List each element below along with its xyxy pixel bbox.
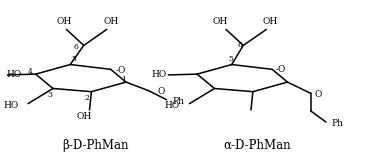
Text: 6: 6 bbox=[238, 41, 242, 49]
Text: 4: 4 bbox=[28, 68, 33, 76]
Text: OH: OH bbox=[76, 112, 91, 121]
Text: α-D-PhMan: α-D-PhMan bbox=[223, 138, 290, 152]
Text: 5: 5 bbox=[71, 55, 76, 63]
Text: 6: 6 bbox=[73, 43, 78, 51]
Text: O: O bbox=[314, 90, 322, 99]
Text: OH: OH bbox=[212, 17, 228, 26]
Text: -O: -O bbox=[115, 66, 125, 75]
Text: 2: 2 bbox=[85, 94, 89, 102]
Text: β-D-PhMan: β-D-PhMan bbox=[62, 138, 129, 152]
Text: Ph: Ph bbox=[332, 119, 344, 128]
Text: OH: OH bbox=[263, 17, 278, 26]
Text: OH: OH bbox=[103, 17, 118, 26]
Text: 5: 5 bbox=[229, 55, 234, 63]
Text: HO: HO bbox=[165, 101, 180, 110]
Text: 1: 1 bbox=[121, 76, 126, 84]
Text: HO: HO bbox=[7, 70, 22, 79]
Text: 3: 3 bbox=[47, 91, 52, 99]
Text: HO: HO bbox=[3, 101, 18, 110]
Text: HO: HO bbox=[151, 70, 166, 79]
Text: -O: -O bbox=[276, 65, 286, 74]
Text: Ph: Ph bbox=[172, 97, 184, 106]
Text: OH: OH bbox=[56, 17, 71, 26]
Text: O: O bbox=[158, 87, 165, 96]
